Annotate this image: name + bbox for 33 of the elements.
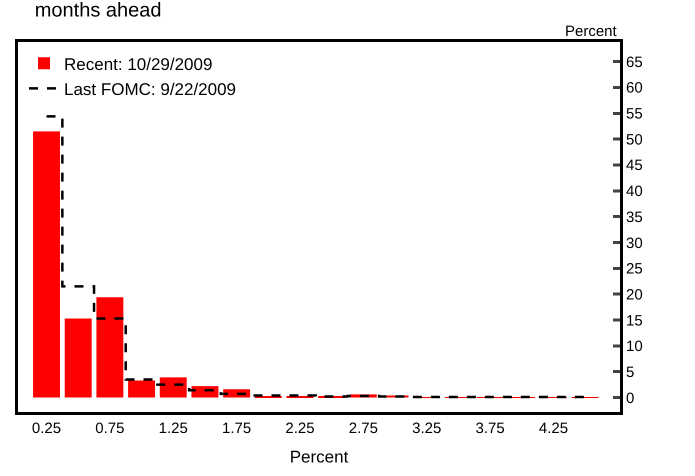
chart-title: months ahead xyxy=(34,0,162,22)
x-tick-label: 3.25 xyxy=(412,420,442,437)
y-tick-label: 60 xyxy=(626,80,643,97)
y-tick-label: 30 xyxy=(626,234,643,252)
y-tick-label: 0 xyxy=(626,390,634,407)
legend-label: Recent: 10/29/2009 xyxy=(64,54,212,74)
x-tick-label: 2.75 xyxy=(348,420,378,437)
y-tick-label: 50 xyxy=(626,131,643,148)
legend-label: Last FOMC: 9/22/2009 xyxy=(64,80,236,99)
bar xyxy=(128,380,156,398)
y-axis-title: Percent xyxy=(565,23,618,40)
y-tick-label: 65 xyxy=(626,54,643,71)
x-tick-label: 2.25 xyxy=(285,420,315,437)
y-tick-label: 15 xyxy=(626,312,643,330)
x-tick-label: 0.25 xyxy=(32,420,62,437)
x-tick-label: 0.75 xyxy=(95,420,124,437)
y-tick-label: 5 xyxy=(626,364,634,381)
bar xyxy=(64,318,92,398)
x-tick-label: 4.25 xyxy=(538,420,568,437)
y-tick-label: 35 xyxy=(626,208,643,226)
y-tick-label: 25 xyxy=(626,260,643,278)
x-tick-label: 1.75 xyxy=(222,420,252,437)
x-axis-title: Percent xyxy=(290,447,349,466)
y-tick-label: 45 xyxy=(626,157,643,174)
bar xyxy=(33,131,60,398)
y-tick-label: 10 xyxy=(626,338,643,356)
y-tick-label: 40 xyxy=(626,183,643,200)
y-tick-label: 20 xyxy=(626,286,643,304)
x-tick-label: 1.25 xyxy=(158,420,188,437)
x-tick-label: 3.75 xyxy=(475,420,505,437)
y-tick-label: 55 xyxy=(626,106,643,123)
bar xyxy=(160,377,187,398)
bar xyxy=(96,297,124,398)
